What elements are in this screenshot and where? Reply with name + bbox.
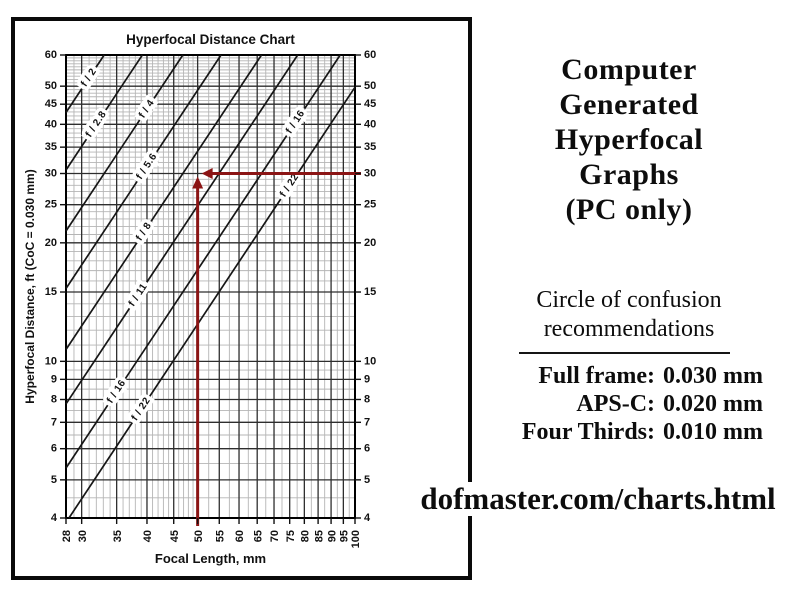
- annotation-arrow: [192, 168, 361, 526]
- website-url: dofmaster.com/charts.html: [410, 482, 786, 516]
- panel-title-line: Graphs: [579, 158, 679, 191]
- coc-label: APS-C:: [576, 391, 656, 417]
- minor-grid: [66, 55, 355, 518]
- coc-label: Four Thirds:: [521, 419, 656, 445]
- svg-text:6: 6: [51, 443, 57, 455]
- x-axis-title: Focal Length, mm: [155, 551, 266, 566]
- svg-text:50: 50: [45, 80, 57, 92]
- svg-text:7: 7: [51, 416, 57, 428]
- svg-text:50: 50: [193, 530, 205, 542]
- svg-text:50: 50: [364, 80, 376, 92]
- coc-value: 0.020 mm: [663, 391, 763, 417]
- svg-text:f / 4: f / 4: [137, 98, 157, 121]
- aperture-lines: [65, 54, 356, 519]
- svg-text:4: 4: [51, 512, 58, 524]
- svg-text:30: 30: [45, 168, 57, 180]
- svg-text:6: 6: [364, 443, 370, 455]
- svg-text:95: 95: [339, 530, 351, 542]
- panel-title-line: Generated: [559, 88, 699, 121]
- svg-text:4: 4: [364, 512, 371, 524]
- svg-text:30: 30: [364, 168, 376, 180]
- svg-text:20: 20: [364, 237, 376, 249]
- panel-title: Computer Generated Hyperfocal Graphs (PC…: [470, 52, 788, 227]
- coc-divider: [519, 352, 730, 354]
- svg-text:15: 15: [364, 286, 376, 298]
- svg-text:10: 10: [45, 355, 57, 367]
- svg-text:35: 35: [45, 141, 57, 153]
- svg-text:30: 30: [77, 530, 89, 542]
- svg-text:60: 60: [45, 49, 57, 61]
- panel-title-line: Hyperfocal: [554, 123, 704, 156]
- svg-text:f / 8: f / 8: [134, 221, 154, 244]
- svg-text:65: 65: [252, 530, 264, 542]
- svg-text:90: 90: [326, 530, 338, 542]
- svg-text:15: 15: [45, 286, 57, 298]
- svg-text:7: 7: [364, 416, 370, 428]
- coc-recommendations: Full frame: 0.030 mm APS-C: 0.020 mm Fou…: [522, 362, 763, 446]
- coc-heading: Circle of confusion recommendations: [470, 286, 788, 344]
- svg-text:25: 25: [364, 199, 376, 211]
- svg-text:9: 9: [51, 373, 57, 385]
- svg-text:25: 25: [45, 199, 57, 211]
- coc-label: Full frame:: [538, 363, 656, 389]
- coc-value: 0.030 mm: [663, 363, 763, 389]
- svg-text:9: 9: [364, 373, 370, 385]
- svg-text:40: 40: [364, 118, 376, 130]
- coc-heading-line: recommendations: [543, 316, 715, 342]
- svg-text:85: 85: [313, 530, 325, 542]
- svg-text:f / 16: f / 16: [105, 378, 128, 406]
- svg-text:8: 8: [364, 393, 370, 405]
- svg-text:40: 40: [142, 530, 154, 542]
- coc-heading-line: Circle of confusion: [536, 287, 722, 313]
- svg-text:20: 20: [45, 237, 57, 249]
- svg-text:40: 40: [45, 118, 57, 130]
- svg-text:35: 35: [112, 530, 124, 542]
- svg-text:45: 45: [45, 98, 57, 110]
- svg-text:80: 80: [300, 530, 312, 542]
- svg-text:45: 45: [364, 98, 376, 110]
- panel-title-line: Computer: [561, 53, 697, 86]
- coc-value: 0.010 mm: [663, 419, 763, 445]
- svg-text:35: 35: [364, 141, 376, 153]
- svg-text:55: 55: [214, 530, 226, 542]
- svg-text:5: 5: [364, 474, 370, 486]
- svg-text:10: 10: [364, 355, 376, 367]
- plot-frame: [65, 54, 356, 519]
- y-axis-title: Hyperfocal Distance, ft (CoC = 0.030 mm): [23, 169, 37, 403]
- svg-text:70: 70: [269, 530, 281, 542]
- panel-title-line: (PC only): [565, 193, 693, 226]
- svg-text:100: 100: [350, 530, 362, 548]
- chart-title: Hyperfocal Distance Chart: [126, 32, 295, 47]
- svg-text:28: 28: [61, 530, 73, 542]
- svg-text:45: 45: [169, 530, 181, 542]
- svg-text:60: 60: [234, 530, 246, 542]
- svg-text:5: 5: [51, 474, 57, 486]
- hyperfocal-chart: f / 2f / 2.8f / 4f / 5.6f / 8f / 11f / 1…: [23, 32, 377, 566]
- axis-ticks: [60, 54, 361, 524]
- svg-text:60: 60: [364, 49, 376, 61]
- svg-text:8: 8: [51, 393, 57, 405]
- svg-text:75: 75: [285, 530, 297, 542]
